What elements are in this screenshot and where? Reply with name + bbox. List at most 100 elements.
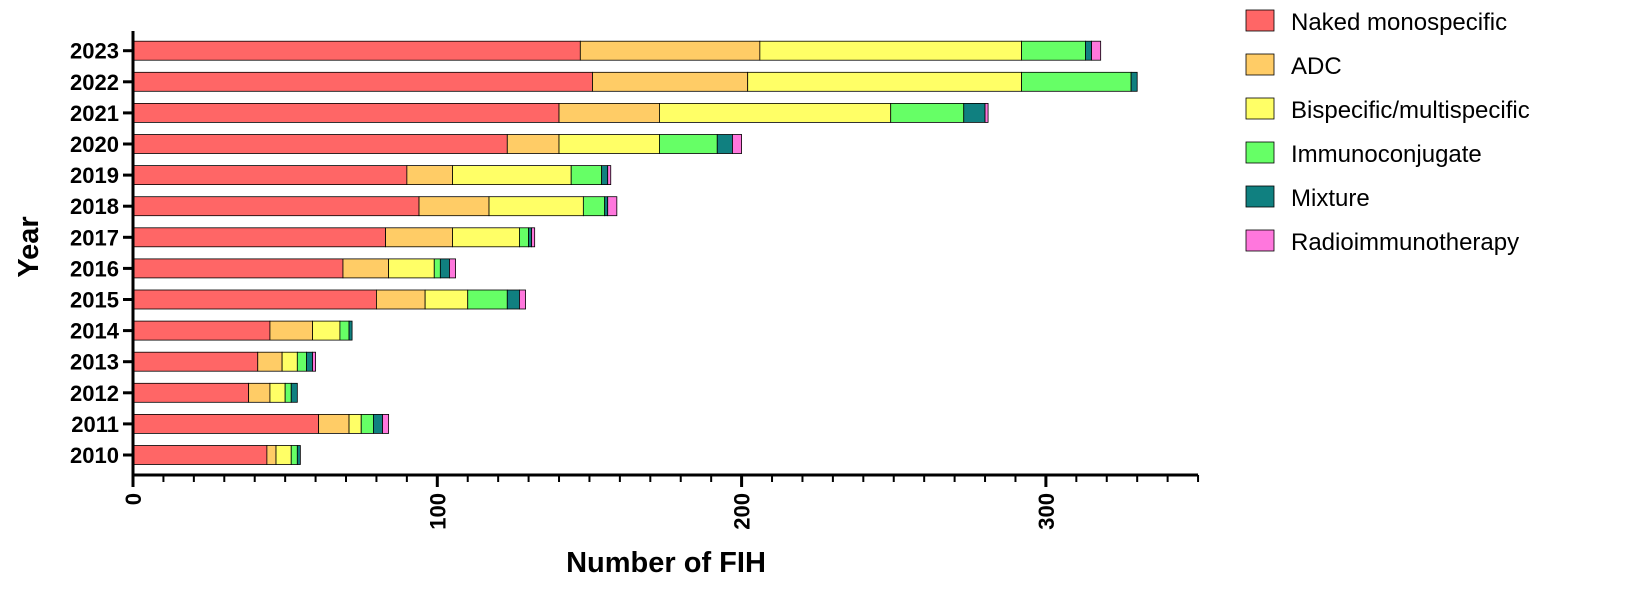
bar-segment-2013-1 (257, 351, 283, 372)
bar-segment-2013-0 (132, 351, 259, 372)
legend-swatch-1 (1245, 53, 1275, 76)
bar-segment-2022-2 (747, 71, 1022, 92)
x-tick-label-200: 200 (730, 493, 755, 530)
bar-segment-2016-0 (132, 258, 344, 279)
bar-segment-2018-4 (604, 196, 609, 217)
bar-segment-2023-2 (759, 40, 1022, 61)
bar-segment-2021-2 (659, 103, 892, 123)
bar-segment-2021-4 (963, 103, 986, 123)
bar-segment-2017-2 (452, 227, 520, 248)
legend-label-1: ADC (1291, 53, 1342, 80)
y-tick-label-2015: 2015 (70, 288, 119, 313)
bar-segment-2011-2 (348, 413, 362, 434)
bar-segment-2015-4 (506, 289, 520, 310)
bar-segment-2014-2 (312, 320, 341, 341)
bar-segment-2011-0 (132, 413, 320, 434)
bar-segment-2022-4 (1130, 71, 1138, 92)
legend-swatch-0 (1245, 9, 1275, 32)
bar-segment-2015-1 (376, 289, 426, 310)
y-tick-label-2021: 2021 (70, 101, 119, 126)
bar-segment-2011-1 (318, 413, 350, 434)
bar-segment-2016-3 (433, 258, 441, 279)
bar-segment-2019-0 (132, 165, 408, 186)
y-tick-label-2012: 2012 (70, 381, 119, 406)
bar-segment-2019-1 (406, 165, 453, 186)
bar-segment-2023-5 (1091, 40, 1102, 61)
bar-segment-2011-4 (372, 413, 383, 434)
y-tick-label-2010: 2010 (70, 443, 119, 468)
bar-segment-2018-2 (488, 196, 584, 217)
bar-segment-2013-3 (296, 351, 307, 372)
bar-segment-2017-4 (528, 227, 533, 248)
bar-segment-2023-0 (132, 40, 581, 61)
legend-label-0: Naked monospecific (1291, 9, 1507, 36)
bar-segment-2012-0 (132, 382, 250, 403)
bar-segment-2017-5 (531, 227, 536, 248)
bar-segment-2015-3 (467, 289, 508, 310)
y-tick-label-2019: 2019 (70, 163, 119, 188)
bar-segment-2022-0 (132, 71, 593, 92)
bar-segment-2020-4 (716, 134, 733, 154)
bar-segment-2014-0 (132, 320, 271, 341)
bar-segment-2016-2 (388, 258, 435, 279)
bar-segment-2023-3 (1021, 40, 1086, 61)
bar-segment-2017-3 (519, 227, 529, 248)
x-tick-label-100: 100 (425, 493, 450, 530)
y-axis-title: Year (13, 216, 45, 277)
legend-swatch-3 (1245, 141, 1275, 164)
bar-segment-2021-1 (558, 103, 660, 123)
bar-segment-2015-0 (132, 289, 377, 310)
y-tick-label-2013: 2013 (70, 350, 119, 375)
bar-segment-2013-5 (312, 351, 316, 372)
bar-segment-2019-4 (601, 165, 609, 186)
legend-swatch-4 (1245, 185, 1275, 208)
bar-segment-2020-1 (506, 134, 560, 154)
bar-segment-2022-3 (1021, 71, 1132, 92)
bar-segment-2010-2 (275, 445, 292, 465)
bar-segment-2013-2 (281, 351, 298, 372)
legend-swatch-5 (1245, 229, 1275, 252)
bar-segment-2018-0 (132, 196, 420, 217)
bar-segment-2011-5 (382, 413, 390, 434)
bar-segment-2017-1 (385, 227, 453, 248)
bar-segment-2017-0 (132, 227, 386, 248)
bar-segment-2011-3 (360, 413, 374, 434)
x-axis-title: Number of FIH (566, 547, 766, 579)
bar-segment-2010-4 (296, 445, 301, 465)
bar-segment-2022-1 (592, 71, 749, 92)
bar-segment-2012-1 (248, 382, 271, 403)
bar-segment-2010-1 (266, 445, 277, 465)
bar-segment-2019-5 (607, 165, 612, 186)
bar-segment-2010-3 (290, 445, 298, 465)
bar-segment-2019-3 (570, 165, 603, 186)
legend-label-5: Radioimmunotherapy (1291, 229, 1519, 256)
bar-segment-2020-5 (732, 134, 742, 154)
x-tick-label-0: 0 (121, 493, 146, 505)
bar-segment-2015-5 (519, 289, 526, 310)
legend-label-4: Mixture (1291, 185, 1370, 212)
bar-segment-2014-4 (348, 320, 353, 341)
bar-segment-2018-5 (607, 196, 618, 217)
bar-segment-2018-3 (582, 196, 606, 217)
bar-segment-2021-3 (890, 103, 965, 123)
y-tick-label-2020: 2020 (70, 132, 119, 157)
x-tick-label-300: 300 (1034, 493, 1059, 530)
bar-segment-2020-2 (558, 134, 660, 154)
y-tick-label-2017: 2017 (70, 225, 119, 250)
legend-swatch-2 (1245, 97, 1275, 120)
bar-segment-2016-5 (449, 258, 456, 279)
bar-segment-2012-4 (290, 382, 298, 403)
legend-label-2: Bispecific/multispecific (1291, 97, 1530, 124)
legend-label-3: Immunoconjugate (1291, 141, 1482, 168)
bars-layer (132, 40, 1138, 465)
bar-segment-2021-0 (132, 103, 560, 123)
bar-segment-2016-4 (439, 258, 450, 279)
bar-segment-2010-0 (132, 445, 268, 465)
bar-segment-2014-3 (339, 320, 350, 341)
y-tick-label-2011: 2011 (71, 412, 119, 437)
axes-layer: 2010 2011 2012 2013 2014 2015 2016 2017 2018 2019… (70, 31, 1200, 530)
bar-segment-2021-5 (984, 103, 989, 123)
y-tick-label-2018: 2018 (70, 194, 119, 219)
bar-segment-2019-2 (452, 165, 572, 186)
